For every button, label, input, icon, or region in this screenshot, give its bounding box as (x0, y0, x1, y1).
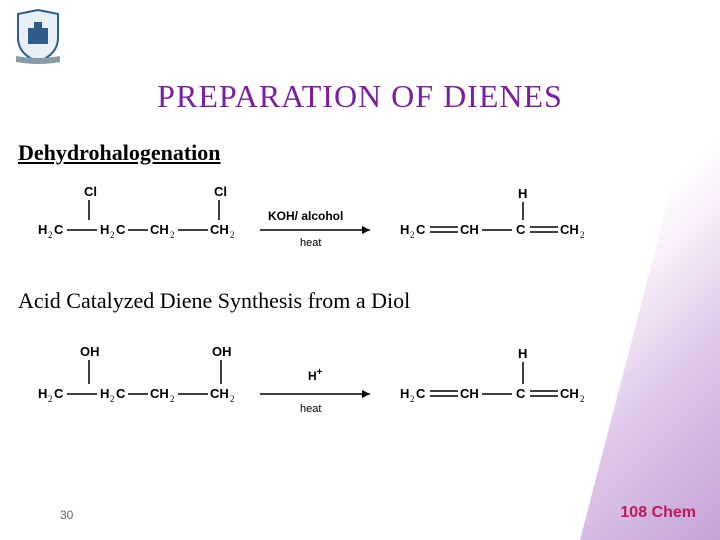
svg-text:2: 2 (410, 394, 415, 404)
svg-text:2: 2 (170, 230, 175, 240)
reaction-scheme-1: Cl Cl H 2 C H 2 C CH 2 CH 2 KOH/ alcohol… (30, 182, 670, 260)
svg-text:2: 2 (170, 394, 175, 404)
product-h-label-2: H (518, 346, 527, 361)
chlorine-label-2: Cl (214, 184, 227, 199)
chlorine-label-1: Cl (84, 184, 97, 199)
svg-text:CH: CH (150, 386, 169, 401)
product-h-label: H (518, 186, 527, 201)
svg-text:C: C (116, 222, 126, 237)
section-heading-1: Dehydrohalogenation (18, 140, 221, 166)
svg-text:H: H (38, 386, 47, 401)
svg-text:C: C (416, 222, 426, 237)
svg-text:C: C (116, 386, 126, 401)
reagent-2-top: H+ (308, 367, 323, 383)
course-code: 108 Chem (620, 504, 696, 522)
svg-text:C: C (516, 386, 526, 401)
svg-text:CH: CH (150, 222, 169, 237)
svg-text:2: 2 (110, 394, 115, 404)
svg-text:CH: CH (560, 222, 579, 237)
svg-text:2: 2 (110, 230, 115, 240)
svg-text:CH: CH (560, 386, 579, 401)
svg-text:C: C (54, 222, 64, 237)
svg-text:2: 2 (48, 230, 53, 240)
svg-text:2: 2 (580, 230, 585, 240)
svg-text:C: C (416, 386, 426, 401)
svg-text:H: H (400, 222, 409, 237)
svg-text:H: H (100, 222, 109, 237)
hydroxyl-label-1: OH (80, 344, 100, 359)
svg-text:H: H (100, 386, 109, 401)
slide-title: PREPARATION OF DIENES (0, 78, 720, 115)
reaction-scheme-2: OH OH H 2 C H 2 C CH 2 CH 2 H+ heat H H … (30, 340, 670, 430)
svg-text:2: 2 (230, 394, 235, 404)
svg-text:C: C (54, 386, 64, 401)
svg-text:2: 2 (410, 230, 415, 240)
svg-text:2: 2 (230, 230, 235, 240)
svg-text:CH: CH (460, 386, 479, 401)
reagent-1-top: KOH/ alcohol (268, 209, 343, 223)
university-emblem (14, 8, 62, 66)
reagent-2-bottom: heat (300, 403, 321, 415)
svg-text:H: H (38, 222, 47, 237)
svg-text:CH: CH (210, 386, 229, 401)
reagent-1-bottom: heat (300, 237, 321, 249)
hydroxyl-label-2: OH (212, 344, 232, 359)
svg-text:CH: CH (210, 222, 229, 237)
section-heading-2: Acid Catalyzed Diene Synthesis from a Di… (18, 288, 410, 314)
slide-number: 30 (60, 508, 73, 522)
svg-text:CH: CH (460, 222, 479, 237)
svg-text:H: H (400, 386, 409, 401)
svg-text:C: C (516, 222, 526, 237)
svg-text:2: 2 (48, 394, 53, 404)
svg-text:2: 2 (580, 394, 585, 404)
